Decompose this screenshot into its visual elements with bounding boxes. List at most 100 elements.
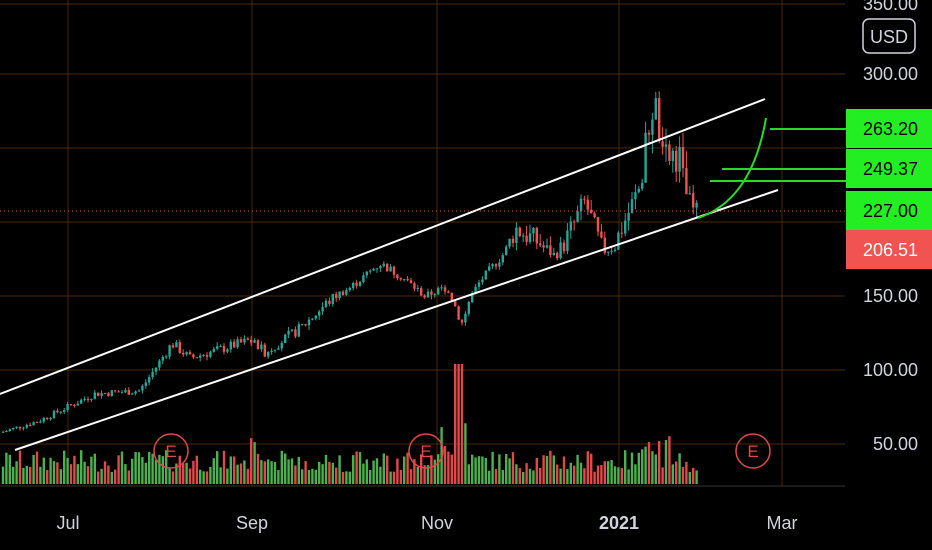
candle-body xyxy=(290,329,294,331)
candle-body xyxy=(239,339,243,343)
volume-bar xyxy=(358,452,362,484)
candle-body xyxy=(596,217,600,232)
candle-body xyxy=(440,287,443,289)
candle-body xyxy=(236,339,239,348)
candle-body xyxy=(658,98,661,142)
candle-body xyxy=(515,227,518,243)
candle-body xyxy=(566,230,569,252)
volume-bar xyxy=(556,464,559,484)
volume-bar xyxy=(260,460,263,484)
candle-body xyxy=(69,404,73,406)
volume-bar xyxy=(80,450,83,484)
volume-bar xyxy=(498,454,501,484)
time-axis[interactable]: Jul Sep Nov 2021 Mar xyxy=(56,513,797,533)
volume-bar xyxy=(246,468,249,484)
candle-body xyxy=(137,390,141,392)
candle-body xyxy=(681,146,685,169)
volume-bar xyxy=(287,459,290,484)
candle-body xyxy=(134,391,137,394)
candle-body xyxy=(583,198,586,200)
candle-body xyxy=(216,346,219,349)
volume-bar xyxy=(352,455,355,484)
volume-bar xyxy=(545,455,549,484)
volume-bar xyxy=(596,465,600,484)
candle-body xyxy=(634,192,637,200)
volume-bar xyxy=(134,452,137,484)
volume-bar xyxy=(301,469,304,484)
candle-body xyxy=(348,287,351,291)
earnings-label: E xyxy=(747,442,758,461)
candle-body xyxy=(345,290,348,295)
candle-body xyxy=(641,182,644,189)
volume-bar xyxy=(267,459,270,484)
volume-bar xyxy=(528,468,532,484)
candle-body xyxy=(420,288,423,296)
candle-body xyxy=(97,392,100,396)
price-tag xyxy=(846,191,932,230)
candle-body xyxy=(579,198,583,212)
volume-bar xyxy=(375,458,379,484)
candle-body xyxy=(107,393,110,397)
candle-body xyxy=(464,313,467,323)
candle-body xyxy=(535,227,538,244)
volume-bar xyxy=(314,469,317,484)
candle-body xyxy=(460,319,464,323)
candle-body xyxy=(675,150,678,172)
candle-body xyxy=(406,279,409,281)
volume-bar xyxy=(372,460,375,484)
volume-bar xyxy=(522,471,525,484)
volume-bar xyxy=(69,464,73,484)
candle-body xyxy=(277,348,280,350)
candle-body xyxy=(413,283,416,289)
candle-body xyxy=(188,352,192,355)
x-tick-label: Jul xyxy=(56,513,79,533)
volume-bar xyxy=(630,452,634,484)
volume-bar xyxy=(318,461,321,484)
volume-bar xyxy=(467,464,470,484)
candle-body xyxy=(627,212,630,221)
candle-body xyxy=(267,352,270,357)
volume-bar xyxy=(477,456,481,484)
candle-body xyxy=(120,392,124,394)
volume-bar xyxy=(573,465,576,484)
candle-body xyxy=(392,266,396,275)
volume-bar xyxy=(188,468,192,484)
volume-bar xyxy=(270,461,273,484)
candle-body xyxy=(253,340,256,343)
volume-bar xyxy=(695,470,698,484)
candle-body xyxy=(488,266,491,271)
candle-body xyxy=(301,324,304,326)
x-tick-label: Sep xyxy=(236,513,268,533)
candle-body xyxy=(314,315,317,319)
volume-bar xyxy=(226,468,229,484)
volume-bar xyxy=(532,470,535,484)
volume-bar xyxy=(508,458,511,484)
candle-body xyxy=(144,382,147,386)
volume-bar xyxy=(607,461,610,484)
candle-body xyxy=(450,292,453,302)
price-tag xyxy=(846,109,932,148)
candle-body xyxy=(5,431,8,433)
currency-button[interactable]: USD xyxy=(862,18,916,54)
candle-body xyxy=(365,271,368,276)
earnings-circle xyxy=(408,433,444,469)
volume-bar xyxy=(117,455,120,484)
candle-body xyxy=(287,330,290,335)
volume-bar xyxy=(613,466,617,484)
candle-body xyxy=(243,338,246,343)
candle-body xyxy=(637,188,640,193)
candle-body xyxy=(552,252,555,256)
candle-body xyxy=(671,150,674,161)
volume-bar xyxy=(590,453,593,484)
candle-body xyxy=(498,262,501,267)
candle-body xyxy=(386,263,389,272)
candle-body xyxy=(375,268,379,270)
candle-body xyxy=(39,421,42,423)
price-axis[interactable]: 350.00 300.00 150.00 100.00 50.00 263.20 249.3… xyxy=(846,0,932,454)
volume-bar xyxy=(658,441,661,484)
volume-bar xyxy=(474,457,477,484)
volume-bar xyxy=(321,464,324,484)
volume-bar xyxy=(617,467,620,484)
